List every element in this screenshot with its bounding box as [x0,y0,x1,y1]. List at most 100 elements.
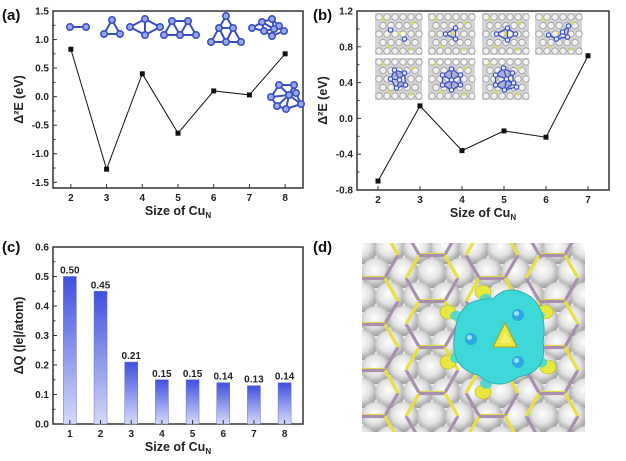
substrate-atom [440,21,448,30]
cluster-inset [482,13,530,55]
substrate-sphere [599,426,626,456]
bond [404,346,421,371]
bond [406,439,419,461]
substrate-atom [482,58,490,66]
data-label: 0.15 [183,369,203,380]
substrate-atom [428,75,436,83]
substrate-accent [411,66,415,70]
substrate-sphere [487,378,517,408]
atom [192,30,201,39]
atom [267,15,276,24]
bond [464,392,481,417]
atom [501,87,508,93]
data-point [501,128,507,134]
substrate-atom [518,83,526,92]
bond [346,416,359,439]
y-tick-label: 0.3 [35,331,49,342]
bond [503,415,516,432]
atom [156,22,165,31]
atom [391,67,398,73]
substrate-atom [486,21,494,30]
y-tick-label: 1.0 [35,35,49,46]
bond [325,324,338,347]
bond [383,415,396,432]
y-tick-label: 1.2 [339,7,353,18]
bond [563,300,580,325]
y-tick-label: 0.5 [35,272,49,283]
substrate-atom [567,13,575,21]
substrate-atom [482,75,490,83]
data-point [211,88,217,94]
x-tick-label: 3 [417,195,423,206]
data-point [246,92,252,98]
bond [445,439,458,461]
bond [565,209,578,232]
bond [383,369,400,394]
atom [393,85,400,91]
bond [563,277,580,302]
atom [168,16,177,25]
substrate-accent [464,21,468,25]
substrate-sphere [417,258,447,288]
substrate-atom [522,47,530,55]
atom [259,26,268,35]
bond [383,254,400,279]
y-tick-label: -0.8 [336,186,354,197]
y-tick-label: 0.1 [35,390,49,401]
bond [286,439,299,461]
substrate-atom [411,83,419,92]
panel-label-a: (a) [2,7,20,24]
bond [443,243,454,256]
atom [545,32,552,38]
cluster-inset [266,81,305,114]
bond [586,439,599,461]
substrate-atom [490,13,498,21]
substrate-sphere [434,426,458,432]
substrate-atom [415,47,423,55]
substrate-accent [547,45,551,49]
substrate-atom [510,21,518,30]
substrate-sphere [613,402,626,432]
y-tick-label: -0.4 [336,150,354,161]
bond [404,277,421,302]
substrate-atom [522,92,530,100]
substrate-atom [436,13,444,21]
substrate-atom [407,75,415,83]
substrate-accent [440,45,444,49]
bond [530,243,541,256]
substrate-sphere [529,210,559,240]
series-line [70,49,286,171]
substrate-atom [543,13,551,21]
cluster-inset [428,13,476,55]
data-label: 0.14 [214,372,234,383]
substrate-atom [436,47,444,55]
panel-d-image [286,209,626,461]
bar [185,379,200,425]
substrate-sphere [362,306,391,336]
substrate-atom [464,38,472,47]
cluster-inset [248,15,288,40]
substrate-atom [399,30,407,38]
atom [559,29,566,35]
data-point [375,178,381,184]
atom [387,27,394,33]
bond [584,347,585,349]
substrate-atom [407,13,415,21]
atom [237,37,246,46]
substrate-atom [555,21,563,30]
atom [553,36,560,42]
substrate-accent [381,17,385,21]
substrate-accent [387,45,391,49]
substrate-accent [494,45,498,49]
substrate-atom [498,47,506,55]
substrate-atom [432,66,440,75]
bar [93,291,108,425]
substrate-atom [375,13,383,21]
atom [504,25,511,31]
bond [566,415,580,432]
atom [207,37,216,46]
bond [584,393,585,395]
substrate-atom [522,75,530,83]
bond [286,301,299,324]
atom [291,89,300,98]
